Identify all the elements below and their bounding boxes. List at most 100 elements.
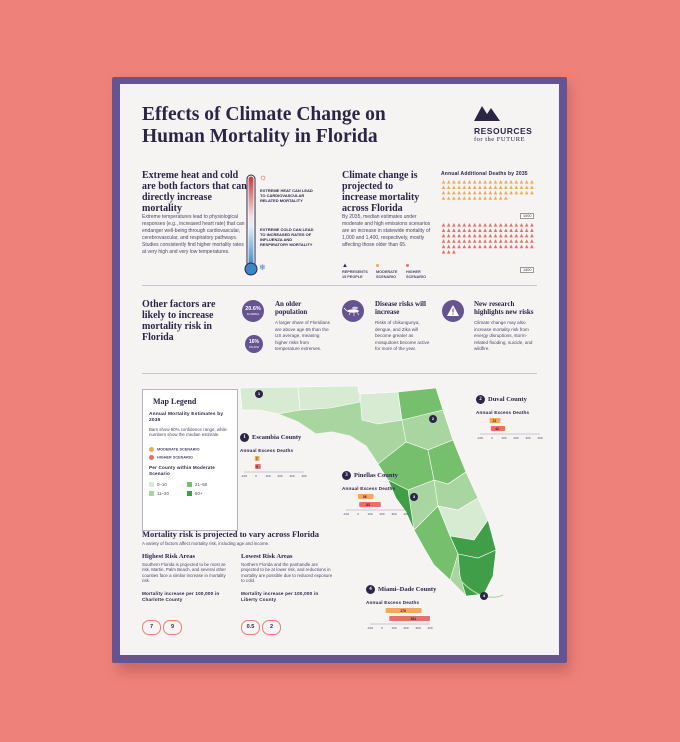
county-2-bars: 21 42 -100 0 100 200 300 400 <box>477 418 543 440</box>
bin-label-0: 0–10 <box>157 482 167 487</box>
high-person-icon <box>519 239 524 243</box>
moderate-person-icon <box>483 185 487 189</box>
county-1-bars-tick: 200 <box>277 474 282 478</box>
bin-label-3: 50+ <box>195 491 203 496</box>
florida-map <box>239 385 504 598</box>
moderate-person-icon <box>524 190 529 195</box>
us-pct-badge: 16% US AVG <box>245 335 263 353</box>
legend-people: REPRESENTS 15 PEOPLE <box>342 270 368 280</box>
high-person-icon <box>472 233 477 238</box>
county-2-bars-tick: 400 <box>537 436 542 440</box>
high-person-icon <box>509 233 513 238</box>
high-person-icon <box>483 228 487 232</box>
moderate-person-icon <box>530 185 534 189</box>
high-person-icon <box>504 223 508 227</box>
high-person-icon <box>441 233 446 238</box>
high-person-icon <box>524 228 529 232</box>
high-person-icon <box>441 228 446 232</box>
county-2-name: Duval County <box>488 396 527 403</box>
high-person-icon <box>524 223 529 227</box>
high-person-icon <box>519 233 524 238</box>
moderate-person-icon <box>446 185 451 189</box>
high-person-icon <box>441 250 446 254</box>
county-4-bars: 176 261 -100 0 100 200 300 400 <box>367 608 433 630</box>
county-4-bars-tick: 300 <box>415 626 420 630</box>
moderate-person-icon <box>519 190 524 195</box>
highest-title: Highest Risk Areas <box>142 553 195 560</box>
county-3-bars-tick: 200 <box>379 512 384 516</box>
us-pct: 16% <box>248 339 259 345</box>
high-person-icon <box>452 223 456 227</box>
county-3-badge: 3 <box>342 471 351 481</box>
moderate-person-icon <box>472 196 477 200</box>
moderate-person-icon <box>493 180 498 184</box>
county-3-bars-tick: -100 <box>343 512 349 516</box>
moderate-person-icon <box>519 180 524 184</box>
high-person-icon <box>467 244 472 249</box>
legend-bin-1: 11–20 <box>149 491 169 497</box>
high-person-icon <box>441 244 446 249</box>
poster-sheet: Effects of Climate Change on Human Morta… <box>120 84 559 655</box>
county-1-bars-tick: -100 <box>241 474 247 478</box>
warning-icon <box>447 305 459 316</box>
high-person-icon <box>504 228 508 232</box>
county-2-badge: 2 <box>476 395 485 405</box>
cold-label: EXTREME COLD CAN LEAD TO INCREASED RATES… <box>260 227 314 247</box>
county-2-bars-high-value: 42 <box>495 427 499 431</box>
high-person-icon <box>530 223 534 227</box>
lowest-moderate-pill: 0.5 <box>241 620 260 635</box>
high-person-icon <box>452 233 456 238</box>
moderate-person-icon <box>478 196 482 200</box>
legend-higher-label: HIGHER SCENARIO <box>157 455 193 460</box>
high-person-icon <box>446 228 451 232</box>
county-1-bars-high-bar <box>255 464 261 469</box>
legend-high: HIGHER SCENARIO <box>406 270 427 280</box>
county-2-bars-tick: 0 <box>491 436 493 440</box>
moderate-person-icon <box>498 185 503 189</box>
moderate-person-icon <box>488 196 493 200</box>
florida-pct: 20.6% <box>245 306 261 312</box>
high-person-icon <box>530 239 534 243</box>
county-1-bars: 7 9 -100 0 100 200 300 400 <box>241 456 307 478</box>
moderate-person-icon <box>462 190 467 195</box>
moderate-person-icon <box>483 180 487 184</box>
highest-metric: Mortality increase per 100,000 in Charlo… <box>142 591 220 602</box>
sun-icon: ☼ <box>259 172 268 182</box>
high-person-icon <box>483 223 487 227</box>
county-miami-dade: 4 Miami–Dade County Annual Excess Deaths … <box>366 584 436 642</box>
high-person-icon <box>441 223 446 227</box>
high-person-icon <box>514 239 519 243</box>
person-icon: ▲ <box>342 263 348 269</box>
thermometer-icon <box>244 174 258 276</box>
high-person-icon <box>530 228 534 232</box>
high-person-icon <box>504 233 508 238</box>
moderate-person-icon <box>457 190 461 195</box>
moderate-person-icon <box>467 196 472 200</box>
moderate-person-icon <box>452 196 456 200</box>
high-person-icon <box>514 233 519 238</box>
county-4-bars-tick: 0 <box>381 626 383 630</box>
county-4-bars-tick: -100 <box>367 626 373 630</box>
high-person-icon <box>498 244 503 249</box>
high-person-icon <box>524 233 529 238</box>
high-person-icon <box>462 244 467 249</box>
high-dot <box>406 264 409 267</box>
deaths-chart-title: Annual Additional Deaths by 2035 <box>441 171 528 177</box>
moderate-person-icon <box>514 180 519 184</box>
lowest-body: Northern Florida and the panhandle are p… <box>241 562 333 584</box>
high-person-icon <box>452 250 456 254</box>
rff-logo: RESOURCES for the FUTURE <box>474 103 556 143</box>
high-person-icon <box>493 239 498 243</box>
moderate-person-icon <box>483 190 487 195</box>
us-pct-label: US AVG <box>248 345 260 349</box>
county-2-bars-tick: 100 <box>501 436 506 440</box>
county-2-sub: Annual Excess Deaths <box>476 410 530 415</box>
high-person-icon <box>493 228 498 232</box>
moderate-person-icon <box>524 185 529 189</box>
moderate-person-icon <box>478 185 482 189</box>
high-person-icon <box>488 233 493 238</box>
high-person-icon <box>514 244 519 249</box>
moderate-person-icon <box>498 180 503 184</box>
logo-line1: RESOURCES <box>474 126 533 136</box>
moderate-person-icon <box>514 185 519 189</box>
